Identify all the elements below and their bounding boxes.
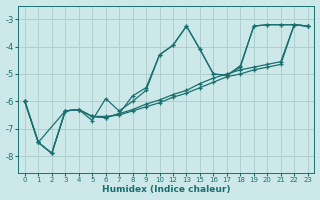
X-axis label: Humidex (Indice chaleur): Humidex (Indice chaleur) [102,185,230,194]
